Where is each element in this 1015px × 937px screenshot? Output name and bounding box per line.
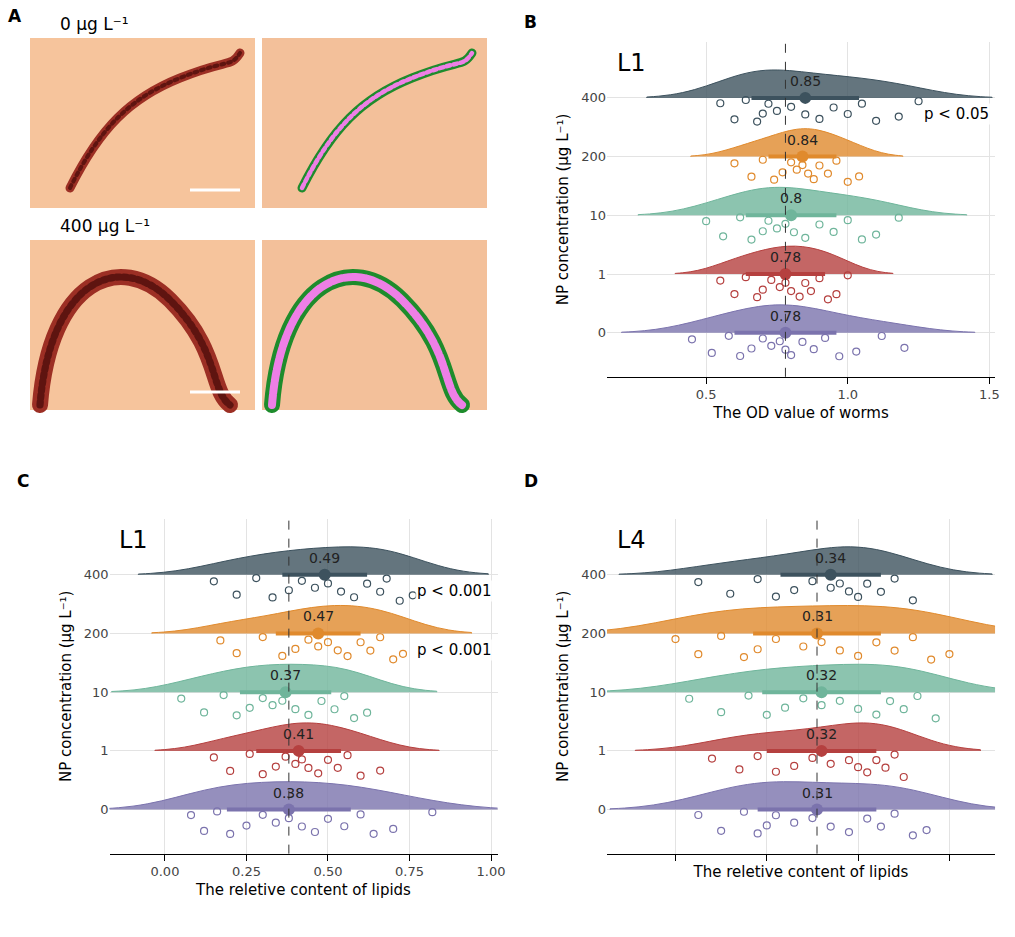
svg-text:0.32: 0.32 (806, 667, 837, 683)
svg-text:0.50: 0.50 (314, 864, 343, 879)
svg-text:L4: L4 (617, 526, 646, 554)
svg-text:L1: L1 (617, 49, 646, 77)
svg-text:400: 400 (581, 567, 606, 582)
svg-text:0.75: 0.75 (395, 864, 424, 879)
svg-text:0.31: 0.31 (802, 608, 833, 624)
svg-text:0.00: 0.00 (150, 864, 179, 879)
svg-text:0.84: 0.84 (787, 132, 818, 148)
svg-text:0.8: 0.8 (780, 190, 802, 206)
svg-text:NP concentration (μg L⁻¹): NP concentration (μg L⁻¹) (554, 591, 572, 783)
svg-text:0.5: 0.5 (696, 387, 717, 402)
svg-text:200: 200 (84, 626, 109, 641)
svg-text:0.34: 0.34 (815, 550, 846, 566)
svg-text:0 μg L⁻¹: 0 μg L⁻¹ (60, 14, 129, 34)
svg-text:400: 400 (581, 90, 606, 105)
svg-text:0: 0 (598, 325, 606, 340)
svg-text:200: 200 (581, 626, 606, 641)
svg-text:0: 0 (100, 802, 108, 817)
svg-text:0: 0 (598, 802, 606, 817)
svg-text:10: 10 (589, 208, 606, 223)
svg-text:1: 1 (100, 743, 108, 758)
svg-text:p < 0.001: p < 0.001 (417, 641, 492, 659)
svg-text:400: 400 (84, 567, 109, 582)
svg-text:B: B (524, 12, 537, 32)
svg-text:The reletive content of lipids: The reletive content of lipids (195, 881, 411, 899)
svg-text:A: A (8, 6, 22, 26)
svg-text:1: 1 (598, 267, 606, 282)
svg-text:0.85: 0.85 (790, 73, 821, 89)
svg-text:D: D (524, 471, 538, 491)
svg-text:1.5: 1.5 (979, 387, 1000, 402)
svg-text:10: 10 (92, 685, 109, 700)
svg-text:The reletive content of lipids: The reletive content of lipids (693, 863, 909, 881)
svg-text:0.78: 0.78 (770, 308, 801, 324)
svg-text:1.00: 1.00 (477, 864, 506, 879)
svg-text:0.32: 0.32 (806, 726, 837, 742)
svg-text:NP concentration (μg L⁻¹): NP concentration (μg L⁻¹) (57, 591, 75, 783)
svg-text:p < 0.05: p < 0.05 (924, 105, 989, 123)
svg-text:200: 200 (581, 149, 606, 164)
svg-text:0.47: 0.47 (303, 608, 334, 624)
svg-text:0.37: 0.37 (270, 667, 301, 683)
svg-text:0.31: 0.31 (802, 785, 833, 801)
svg-text:0.41: 0.41 (283, 726, 314, 742)
svg-text:1.0: 1.0 (837, 387, 858, 402)
svg-text:0.38: 0.38 (273, 785, 304, 801)
svg-text:0.25: 0.25 (232, 864, 261, 879)
svg-text:The OD value of worms: The OD value of worms (712, 404, 889, 422)
svg-text:C: C (17, 471, 29, 491)
svg-text:p < 0.001: p < 0.001 (417, 582, 492, 600)
svg-text:NP concentration (μg L⁻¹): NP concentration (μg L⁻¹) (554, 114, 572, 306)
svg-text:1: 1 (598, 743, 606, 758)
svg-text:400 μg L⁻¹: 400 μg L⁻¹ (60, 216, 150, 236)
svg-text:0.78: 0.78 (770, 249, 801, 265)
svg-text:0.49: 0.49 (309, 550, 340, 566)
svg-text:10: 10 (589, 685, 606, 700)
svg-text:L1: L1 (119, 526, 148, 554)
